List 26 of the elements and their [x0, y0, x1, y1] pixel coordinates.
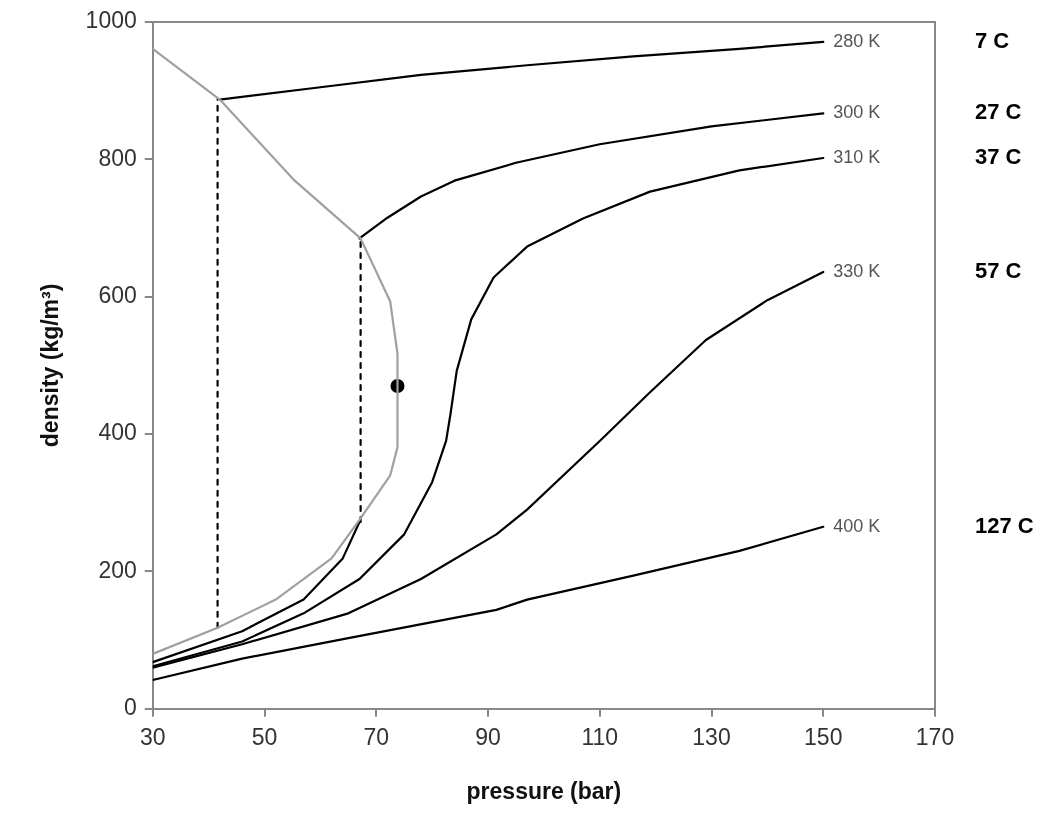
x-tick-label: 130: [692, 723, 731, 750]
series-label: 400 K: [833, 515, 881, 536]
y-tick-label: 200: [98, 556, 137, 583]
text: 7 C: [975, 27, 1010, 53]
text: 37 C: [975, 144, 1022, 170]
x-tick-label: 70: [363, 723, 390, 750]
y-axis-title: density (kg/m³): [37, 283, 64, 448]
x-tick-label: 170: [915, 723, 955, 750]
x-tick-label: 110: [581, 723, 619, 750]
x-tick-label: 30: [139, 723, 166, 750]
y-tick-label: 0: [123, 694, 137, 721]
y-tick-label: 600: [98, 282, 137, 309]
series-label: 310 K: [833, 146, 881, 167]
text: 127 C: [975, 512, 1034, 538]
y-tick-label: 800: [98, 144, 137, 171]
series-label: 330 K: [833, 260, 881, 281]
x-tick-label: 50: [251, 723, 278, 750]
x-tick-label: 90: [475, 723, 501, 750]
x-tick-label: 150: [804, 723, 843, 750]
x-axis-title: pressure (bar): [466, 777, 622, 804]
text: 27 C: [975, 99, 1022, 125]
y-tick-label: 1000: [85, 7, 137, 34]
series-label: 300 K: [833, 102, 881, 123]
series-label: 280 K: [833, 30, 881, 51]
y-tick-label: 400: [98, 419, 137, 446]
text: 57 C: [975, 258, 1022, 284]
